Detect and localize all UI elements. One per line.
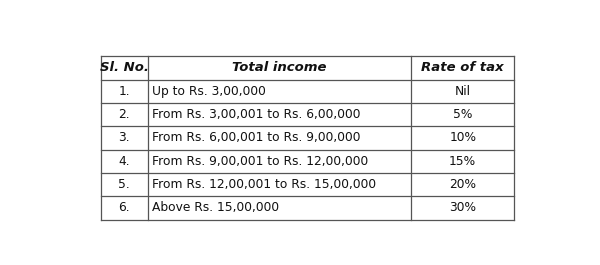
Text: From Rs. 12,00,001 to Rs. 15,00,000: From Rs. 12,00,001 to Rs. 15,00,000	[152, 178, 376, 191]
Text: Nil: Nil	[455, 85, 470, 98]
Text: 4.: 4.	[119, 155, 130, 168]
Text: Total income: Total income	[232, 61, 327, 74]
Text: 15%: 15%	[449, 155, 476, 168]
Text: Above Rs. 15,00,000: Above Rs. 15,00,000	[152, 201, 279, 214]
Text: 1.: 1.	[119, 85, 130, 98]
Text: From Rs. 3,00,001 to Rs. 6,00,000: From Rs. 3,00,001 to Rs. 6,00,000	[152, 108, 361, 121]
Text: 2.: 2.	[119, 108, 130, 121]
Text: Rate of tax: Rate of tax	[421, 61, 504, 74]
Text: 5.: 5.	[118, 178, 130, 191]
Text: 30%: 30%	[449, 201, 476, 214]
Text: From Rs. 6,00,001 to Rs. 9,00,000: From Rs. 6,00,001 to Rs. 9,00,000	[152, 131, 361, 144]
Text: 20%: 20%	[449, 178, 476, 191]
Text: 6.: 6.	[119, 201, 130, 214]
Text: 10%: 10%	[449, 131, 476, 144]
Text: 3.: 3.	[119, 131, 130, 144]
Text: 5%: 5%	[453, 108, 472, 121]
Text: From Rs. 9,00,001 to Rs. 12,00,000: From Rs. 9,00,001 to Rs. 12,00,000	[152, 155, 368, 168]
Text: Sl. No.: Sl. No.	[100, 61, 149, 74]
Text: Up to Rs. 3,00,000: Up to Rs. 3,00,000	[152, 85, 266, 98]
